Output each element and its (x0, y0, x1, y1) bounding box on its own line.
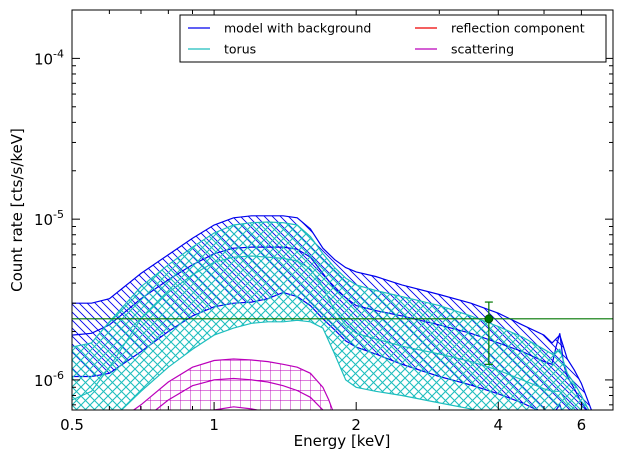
axes-frame (71, 9, 614, 411)
y-tick-label: 10-4 (34, 47, 64, 68)
axis-tick-labels: 0.5 1 2 4 6 10-6 10-5 10-4 (34, 47, 586, 434)
axis-ticks (71, 10, 613, 410)
scattering-upper-line (132, 358, 334, 410)
scattering-band (133, 359, 333, 410)
legend-label: model with background (224, 21, 371, 36)
y-tick-label: 10-5 (34, 208, 64, 229)
x-tick-label: 6 (577, 416, 587, 434)
x-tick-label: 1 (209, 416, 219, 434)
torus-lower-line (120, 319, 478, 410)
legend-label: torus (224, 42, 256, 57)
x-tick-label: 2 (351, 416, 361, 434)
x-axis-label: Energy [keV] (294, 432, 391, 450)
torus-band (72, 222, 589, 410)
torus-upper-line (72, 221, 590, 410)
legend-label: reflection component (451, 21, 585, 36)
scattering-median-line (154, 377, 324, 410)
legend: model with background reflection componen… (179, 14, 607, 63)
x-tick-label: 0.5 (60, 416, 84, 434)
legend-label: scattering (451, 42, 514, 57)
y-tick-label: 10-6 (34, 369, 64, 390)
x-tick-label: 4 (494, 416, 504, 434)
plot-area (72, 215, 613, 410)
torus-median-line (72, 255, 577, 410)
y-axis-label: Count rate [cts/s/keV] (8, 128, 26, 292)
legend-box (179, 14, 607, 63)
data-point-marker (484, 314, 494, 324)
